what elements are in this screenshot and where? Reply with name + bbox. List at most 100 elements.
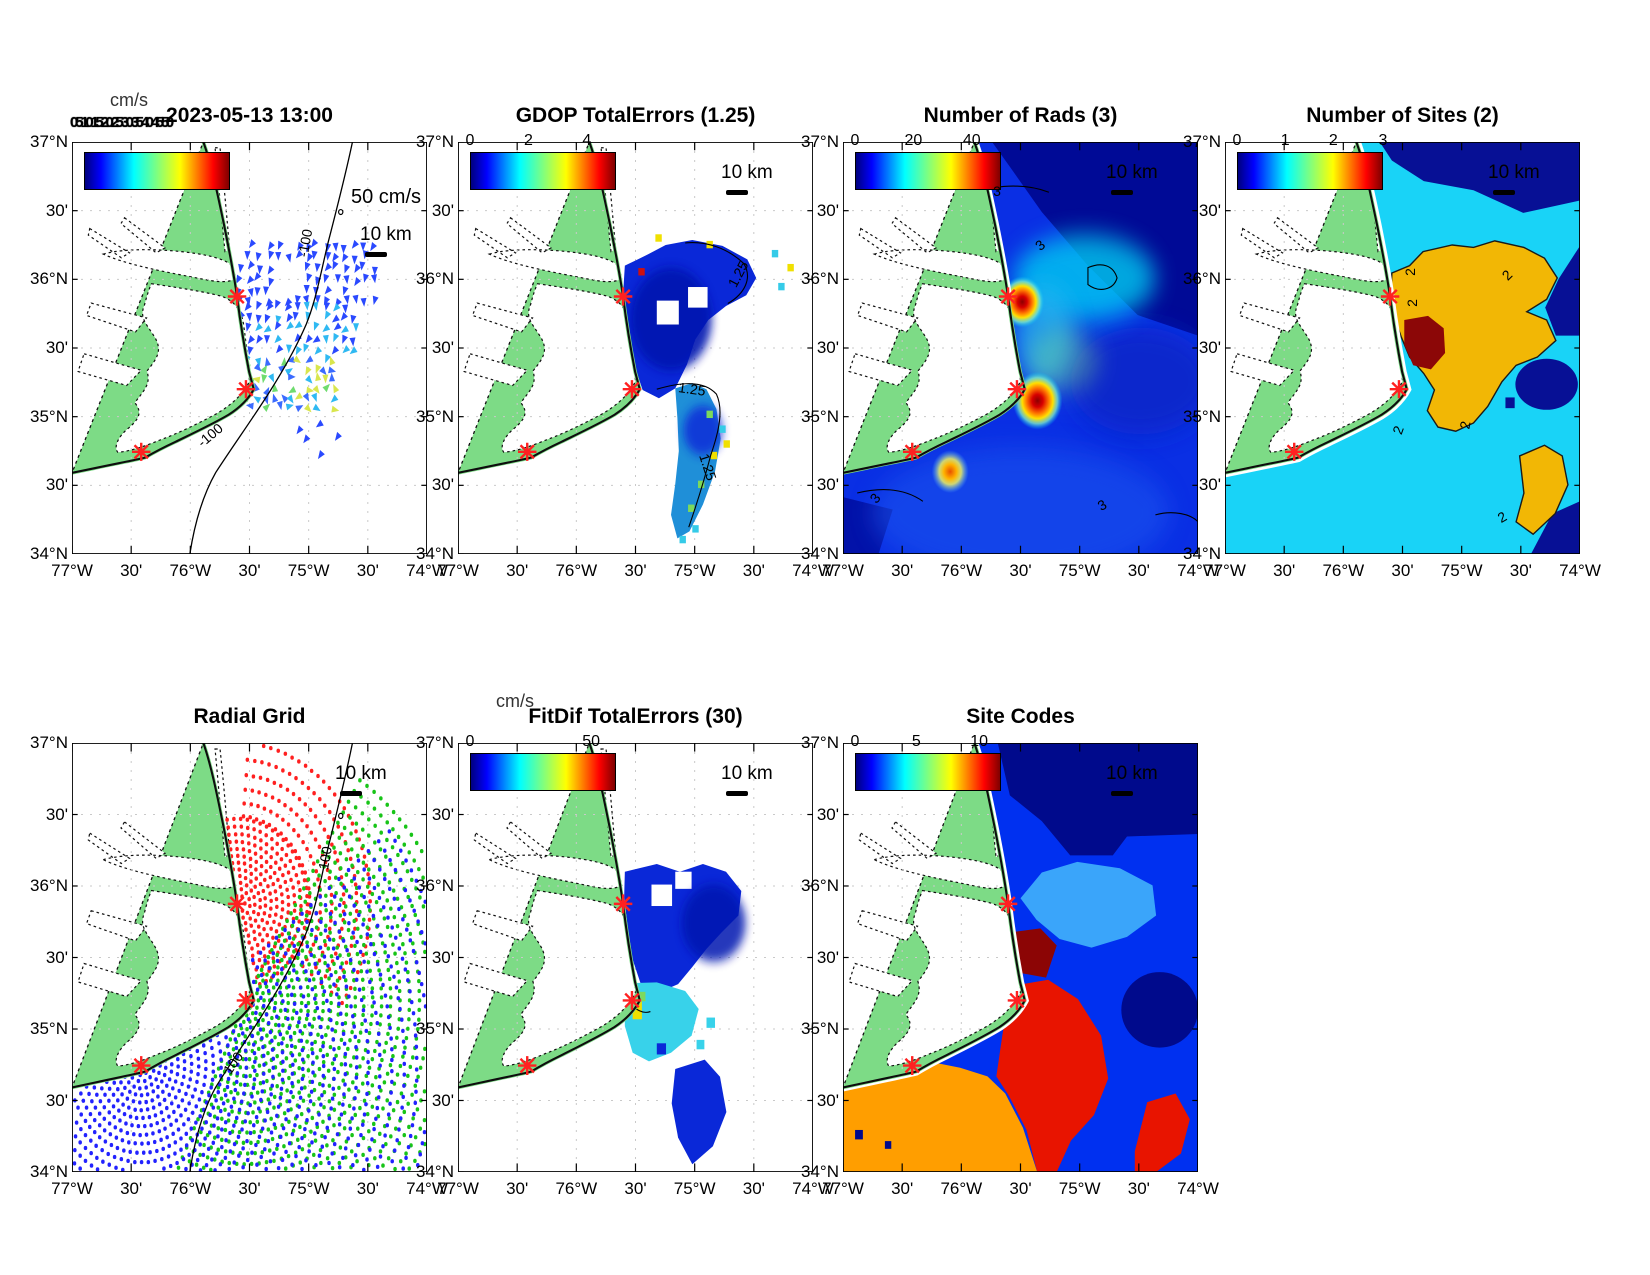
x-axis-tick-label: 30' xyxy=(742,1179,765,1198)
coastline xyxy=(843,743,1025,1087)
panel-title: Radial Grid xyxy=(193,705,306,728)
y-axis-tick-label: 30' xyxy=(431,804,454,824)
y-axis-tick-label: 30' xyxy=(1198,338,1221,357)
y-axis-tick-label: 37°N xyxy=(416,733,454,752)
x-axis-tick-label: 76°W xyxy=(555,1179,598,1198)
sounds-water xyxy=(78,148,249,452)
y-axis-tick-label: 36°N xyxy=(1183,269,1221,289)
x-axis-tick-label: 30' xyxy=(891,1179,914,1198)
x-axis-tick-label: 30' xyxy=(506,1179,529,1198)
radar-site-marker xyxy=(903,1056,921,1075)
contour-label: 2 xyxy=(1456,419,1474,431)
y-axis-tick-label: 30' xyxy=(45,200,68,220)
y-axis-tick-label: 36°N xyxy=(30,269,68,289)
x-axis-tick-label: 30' xyxy=(238,561,261,580)
x-axis-tick-label: 30' xyxy=(356,561,379,580)
x-axis-tick-label: 30' xyxy=(238,1179,261,1198)
map-plot-fitdif xyxy=(458,743,813,1172)
x-axis-tick-label: 75°W xyxy=(1058,1179,1101,1198)
contour-label: 3 xyxy=(1031,236,1049,254)
radar-site-marker xyxy=(132,1056,150,1075)
x-axis-tick-label: 30' xyxy=(506,561,529,580)
sounds-water xyxy=(78,749,249,1066)
y-axis-tick-label: 30' xyxy=(431,1090,454,1110)
colorbar-tick-label: 3 xyxy=(1378,132,1388,149)
scalebar-label: 10 km xyxy=(335,763,387,784)
x-axis-tick-label: 30' xyxy=(356,1179,379,1198)
sounds-water xyxy=(464,148,635,452)
x-axis-tick-label: 30' xyxy=(891,561,914,580)
map-plot-numsites xyxy=(1225,142,1580,554)
y-axis-tick-label: 35°N xyxy=(1183,406,1221,426)
sounds-water xyxy=(464,749,635,1066)
y-axis-tick-label: 30' xyxy=(45,1090,68,1110)
contour-label: 3 xyxy=(866,490,884,507)
x-axis-tick-label: 77°W xyxy=(51,1179,93,1198)
colorbar-tick-label: 0 xyxy=(850,733,860,750)
current-vector-field xyxy=(234,238,379,460)
colorbar-tick-label: 1 xyxy=(1280,132,1290,149)
x-axis-tick-label: 30' xyxy=(1009,561,1032,580)
x-axis-tick-label: 30' xyxy=(1391,561,1414,580)
x-axis-tick-label: 77°W xyxy=(51,561,93,580)
x-axis-tick-label: 77°W xyxy=(1204,561,1246,580)
contour-label: 3 xyxy=(993,183,1001,200)
colorbar-tick-label: 0 xyxy=(465,733,475,750)
y-axis-tick-label: 30' xyxy=(816,1090,839,1110)
coastline xyxy=(458,142,640,473)
x-axis-tick-label: 77°W xyxy=(437,1179,479,1198)
y-axis-tick-label: 34°N xyxy=(30,544,68,563)
radar-site-marker xyxy=(237,380,255,398)
contour-label: 2 xyxy=(1498,266,1516,284)
coastline xyxy=(72,743,254,1087)
map-plot-numrads xyxy=(843,142,1198,554)
y-axis-tick-label: 30' xyxy=(45,804,68,824)
x-axis-tick-label: 74°W xyxy=(1559,561,1601,580)
y-axis-tick-label: 30' xyxy=(431,947,454,967)
x-axis-tick-label: 30' xyxy=(1273,561,1296,580)
scalebar-label: 10 km xyxy=(360,224,412,245)
scalebar-label: 10 km xyxy=(1106,162,1158,183)
contour-label: 2 xyxy=(1389,423,1407,437)
colorbar xyxy=(855,753,1001,791)
x-axis-tick-label: 76°W xyxy=(169,1179,212,1198)
contour-label: 2 xyxy=(1401,267,1418,276)
land-mass xyxy=(458,142,640,473)
contour-label: -100 xyxy=(294,227,315,259)
site-codes-regions xyxy=(843,743,1198,1172)
vector-scale-label: 50 cm/s xyxy=(351,186,422,208)
map-plot-current xyxy=(72,142,427,554)
colorbar-tick-label: 4 xyxy=(582,132,592,149)
colorbar-tick-labels-overlapped: 0 5 10 15 20 25 30 35 40 45 50 xyxy=(70,114,174,131)
panel-title: 2023-05-13 13:00 xyxy=(166,104,333,127)
x-axis-tick-label: 74°W xyxy=(1177,1179,1219,1198)
radar-site-marker xyxy=(903,443,921,461)
scalebar-label: 10 km xyxy=(1106,763,1158,784)
x-axis-tick-label: 76°W xyxy=(940,561,983,580)
contour-label: -100 xyxy=(194,419,227,450)
y-axis-tick-label: 30' xyxy=(45,947,68,967)
y-axis-tick-label: 30' xyxy=(431,338,454,357)
x-axis-tick-label: 75°W xyxy=(1058,561,1101,580)
y-axis-tick-label: 35°N xyxy=(801,406,839,426)
colorbar-units-label: cm/s xyxy=(496,691,534,711)
scalebar xyxy=(1111,190,1133,195)
coastline xyxy=(843,142,1025,473)
y-axis-tick-label: 30' xyxy=(816,947,839,967)
colorbar-tick-label: 2 xyxy=(523,132,533,149)
contour-label: 1.25 xyxy=(724,258,752,290)
sounds-water xyxy=(849,148,1020,452)
radar-site-marker xyxy=(614,287,632,305)
colorbar-units-label: cm/s xyxy=(110,90,148,110)
scalebar xyxy=(365,252,387,257)
y-axis-tick-label: 34°N xyxy=(1183,544,1221,563)
radar-site-marker xyxy=(999,894,1017,913)
x-axis-tick-label: 76°W xyxy=(555,561,598,580)
contour-label: 100 xyxy=(315,845,336,871)
x-axis-tick-label: 30' xyxy=(120,1179,143,1198)
